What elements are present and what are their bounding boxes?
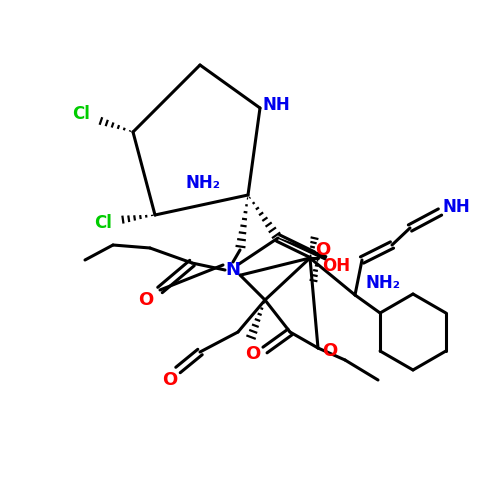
Polygon shape — [278, 238, 327, 260]
Text: OH: OH — [322, 257, 350, 275]
Text: NH₂: NH₂ — [186, 174, 220, 192]
Text: NH₂: NH₂ — [366, 274, 400, 292]
Text: N: N — [226, 261, 240, 279]
Text: NH: NH — [442, 198, 470, 216]
Text: O: O — [138, 291, 154, 309]
Text: O: O — [322, 342, 338, 360]
Text: Cl: Cl — [72, 105, 90, 123]
Text: Cl: Cl — [94, 214, 112, 232]
Text: O: O — [316, 241, 330, 259]
Text: NH: NH — [262, 96, 290, 114]
Text: O: O — [162, 371, 178, 389]
Text: O: O — [246, 345, 260, 363]
